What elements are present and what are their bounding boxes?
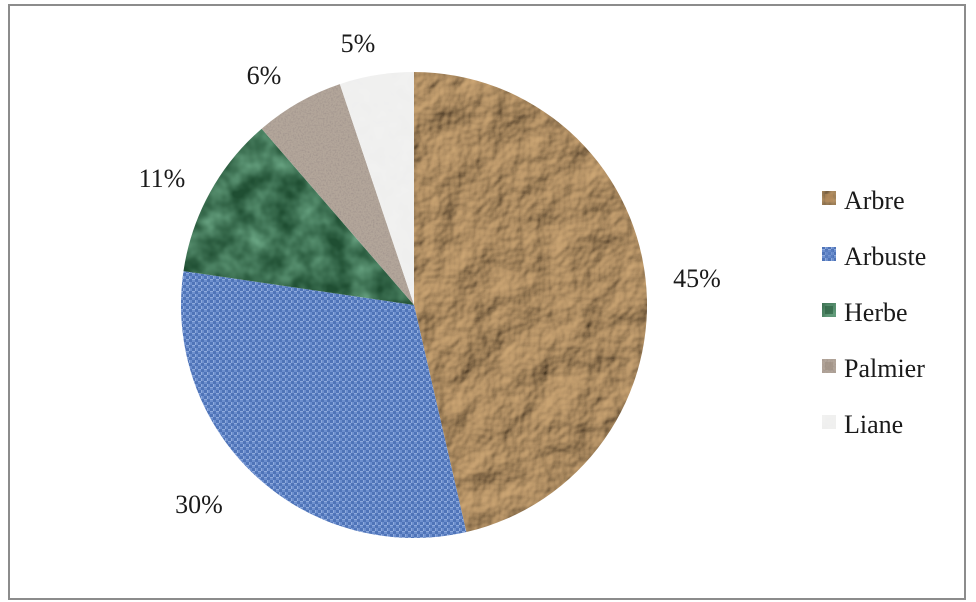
- legend-label-herbe: Herbe: [844, 298, 908, 327]
- legend-swatch-core-arbre: [825, 194, 833, 202]
- data-label-palmier: 6%: [247, 61, 282, 90]
- data-label-arbre: 45%: [673, 264, 721, 293]
- pie-slice-arbuste: [180, 271, 467, 539]
- legend-swatch-core-liane: [825, 418, 833, 426]
- legend-label-arbuste: Arbuste: [844, 242, 926, 271]
- legend-label-palmier: Palmier: [844, 354, 925, 383]
- legend-label-arbre: Arbre: [844, 186, 905, 215]
- pie-slices: [180, 71, 648, 539]
- pie-slice-liane: [339, 71, 414, 305]
- data-label-liane: 5%: [341, 29, 376, 58]
- data-label-herbe: 11%: [139, 164, 186, 193]
- pie-slice-arbre: [414, 72, 648, 533]
- legend-swatch-core-arbuste: [825, 250, 833, 258]
- pie-slice-herbe: [183, 128, 414, 305]
- pie-slice-palmier: [261, 84, 414, 305]
- legend-swatch-core-herbe: [825, 306, 833, 314]
- legend-label-liane: Liane: [844, 410, 903, 439]
- data-label-arbuste: 30%: [175, 490, 223, 519]
- pie-data-labels: 45% 30% 11% 6% 5%: [139, 29, 721, 519]
- legend-swatch-core-palmier: [825, 362, 833, 370]
- legend: Arbre Arbuste Herbe Palmier Liane: [822, 186, 926, 439]
